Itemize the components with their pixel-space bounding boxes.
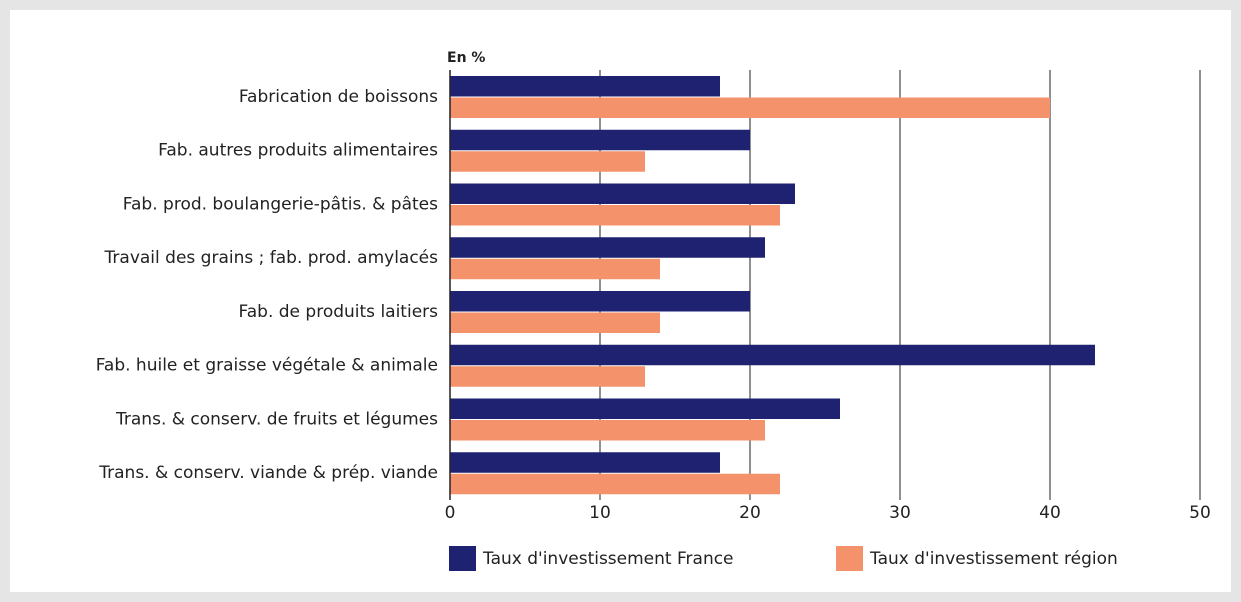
bar xyxy=(450,237,765,258)
bar xyxy=(450,291,750,312)
x-tick-label: 30 xyxy=(889,503,911,523)
bar xyxy=(450,129,750,151)
legend-swatch xyxy=(836,546,863,571)
bar xyxy=(450,151,645,172)
bar xyxy=(450,398,840,419)
y-tick-label: Travail des grains ; fab. prod. amylacés xyxy=(104,248,439,268)
bar xyxy=(450,366,645,387)
bar xyxy=(450,183,795,204)
legend-label: Taux d'investissement région xyxy=(869,549,1118,569)
x-tick-label: 40 xyxy=(1039,503,1061,523)
bar xyxy=(450,452,720,473)
bar xyxy=(450,205,780,226)
axis-unit: En % xyxy=(447,50,485,66)
x-tick-label: 0 xyxy=(445,503,456,523)
legend-label: Taux d'investissement France xyxy=(482,549,734,569)
y-tick-label: Fab. prod. boulangerie-pâtis. & pâtes xyxy=(123,194,438,214)
bar xyxy=(450,344,1095,366)
y-tick-label: Trans. & conserv. de fruits et légumes xyxy=(115,409,438,429)
y-tick-label: Fab. huile et graisse végétale & animale xyxy=(96,356,438,376)
y-tick-label: Fab. de produits laitiers xyxy=(239,302,439,322)
bar xyxy=(450,258,660,280)
legend-swatch xyxy=(449,546,476,571)
y-tick-label: Fabrication de boissons xyxy=(239,87,438,107)
x-tick-label: 10 xyxy=(589,503,611,523)
y-tick-label: Fab. autres produits alimentaires xyxy=(158,141,438,161)
bar xyxy=(450,312,660,333)
x-tick-label: 20 xyxy=(739,503,761,523)
bar xyxy=(450,473,780,495)
bar xyxy=(450,420,765,441)
y-tick-label: Trans. & conserv. viande & prép. viande xyxy=(98,463,438,483)
bar xyxy=(450,97,1050,118)
bar xyxy=(450,76,720,97)
x-tick-label: 50 xyxy=(1189,503,1211,523)
